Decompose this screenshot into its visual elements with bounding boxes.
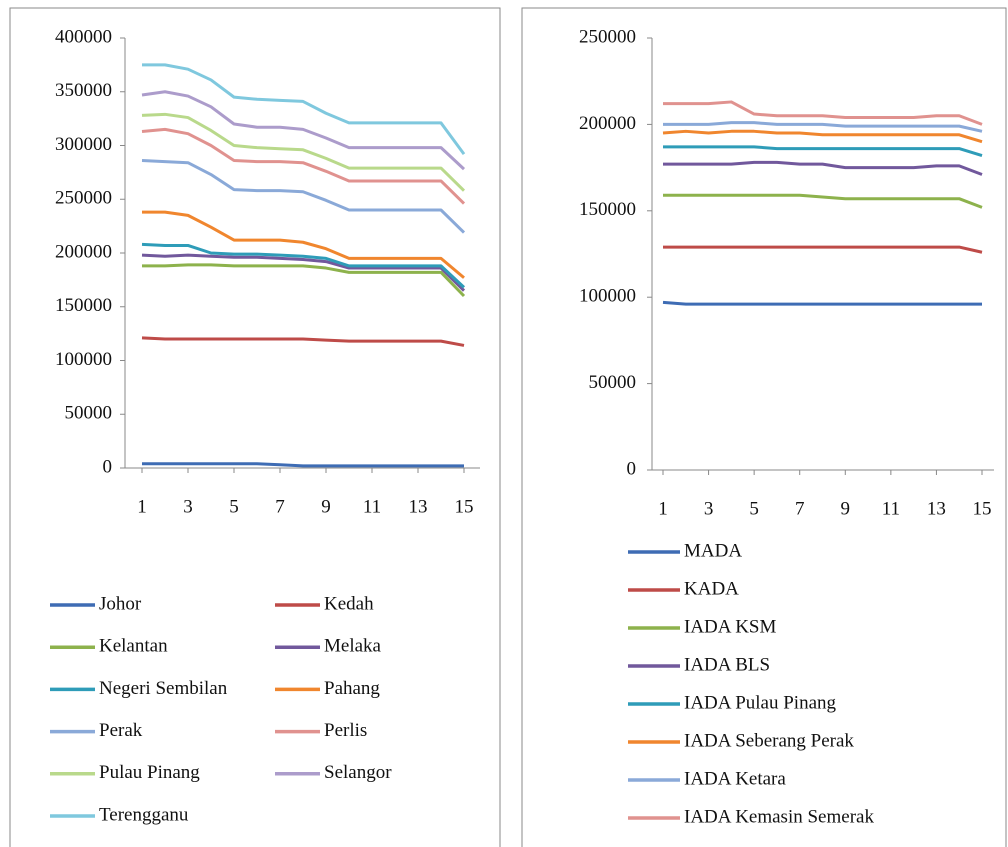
legend-label: IADA Pulau Pinang — [684, 692, 837, 713]
series-line — [141, 242, 466, 289]
legend-label: Terengganu — [99, 804, 189, 825]
x-tick-label: 1 — [137, 496, 147, 517]
y-tick-label: 150000 — [55, 295, 112, 316]
series-line — [142, 210, 465, 279]
y-tick-label: 200000 — [579, 113, 636, 134]
series-line — [663, 121, 983, 133]
series-line — [141, 253, 466, 292]
legend-label: Perak — [99, 720, 143, 741]
series-line — [141, 90, 466, 171]
y-tick-label: 50000 — [589, 372, 637, 393]
series-line — [141, 112, 466, 192]
series-line — [141, 336, 465, 347]
legend-label: Melaka — [324, 636, 382, 657]
x-tick-label: 9 — [841, 498, 851, 519]
chart-panel — [521, 7, 1007, 847]
x-tick-label: 13 — [409, 496, 428, 517]
x-tick-label: 5 — [749, 498, 759, 519]
series-line — [663, 100, 983, 126]
x-tick-label: 1 — [658, 498, 668, 519]
legend-label: Pulau Pinang — [99, 762, 200, 783]
legend-label: IADA Ketara — [684, 768, 786, 789]
series-line — [663, 245, 983, 254]
legend-label: Pahang — [324, 678, 380, 699]
chart-panel — [9, 7, 501, 847]
series-line — [662, 129, 983, 144]
series-line — [142, 63, 466, 155]
legend-label: IADA BLS — [684, 654, 770, 675]
legend-label: IADA Kemasin Semerak — [684, 806, 874, 827]
y-tick-label: 300000 — [55, 134, 112, 155]
y-tick-label: 100000 — [579, 286, 636, 307]
x-tick-label: 15 — [973, 498, 992, 519]
series-line — [662, 300, 982, 306]
legend-label: Negeri Sembilan — [99, 678, 228, 699]
x-tick-label: 9 — [321, 496, 331, 517]
x-tick-label: 3 — [704, 498, 714, 519]
series-line — [142, 462, 464, 468]
x-tick-label: 15 — [455, 496, 474, 517]
x-tick-label: 7 — [275, 496, 285, 517]
y-tick-label: 400000 — [55, 26, 112, 47]
legend-label: Kelantan — [99, 636, 168, 657]
legend-label: KADA — [684, 578, 739, 599]
x-tick-label: 7 — [795, 498, 805, 519]
legend-label: Johor — [99, 593, 142, 614]
series-line — [141, 127, 466, 205]
y-tick-label: 200000 — [55, 241, 112, 262]
y-tick-label: 150000 — [579, 199, 636, 220]
y-tick-label: 0 — [627, 458, 637, 479]
y-tick-label: 250000 — [55, 188, 112, 209]
x-tick-label: 11 — [363, 496, 381, 517]
legend-label: Selangor — [324, 762, 392, 783]
x-tick-label: 5 — [229, 496, 239, 517]
series-line — [663, 193, 983, 209]
series-line — [142, 263, 466, 298]
legend-label: IADA Seberang Perak — [684, 730, 854, 751]
legend-label: Perlis — [324, 720, 367, 741]
legend-label: MADA — [684, 540, 742, 561]
y-tick-label: 350000 — [55, 80, 112, 101]
x-tick-label: 11 — [882, 498, 900, 519]
y-tick-label: 0 — [103, 456, 113, 477]
x-tick-label: 3 — [183, 496, 193, 517]
y-tick-label: 50000 — [65, 403, 113, 424]
y-tick-label: 250000 — [579, 26, 636, 47]
series-line — [141, 159, 466, 234]
x-tick-label: 13 — [927, 498, 946, 519]
series-line — [663, 160, 983, 176]
y-tick-label: 100000 — [55, 349, 112, 370]
series-line — [663, 145, 983, 157]
legend-label: IADA KSM — [684, 616, 776, 637]
legend-label: Kedah — [324, 593, 374, 614]
